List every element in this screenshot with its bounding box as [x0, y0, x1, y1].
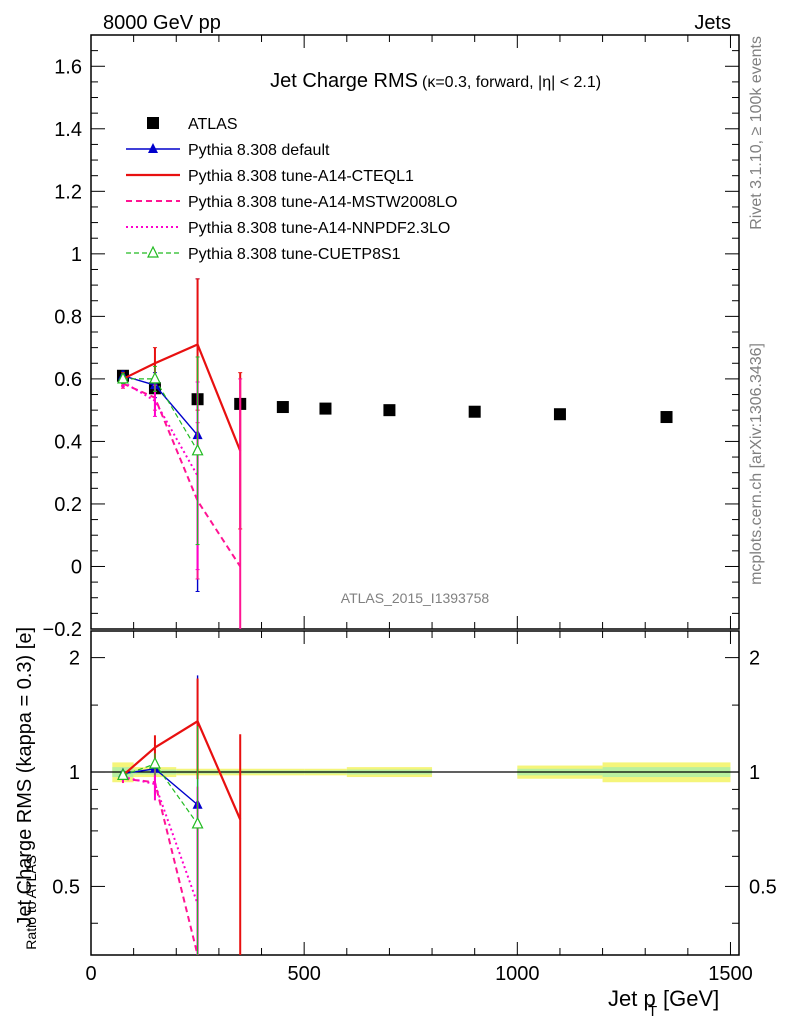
y-axis-title: Jet Charge RMS (kappa = 0.3) [e] — [14, 627, 36, 927]
chart-title: Jet Charge RMS — [270, 70, 418, 92]
legend-item: Pythia 8.308 default — [126, 142, 330, 159]
series-5 — [117, 356, 204, 546]
ratio-y-tick-label-right: 0.5 — [749, 876, 777, 898]
y-tick-label: 0 — [71, 556, 82, 578]
ratio-series-layer — [117, 675, 242, 955]
legend-label: Pythia 8.308 tune-A14-CTEQL1 — [188, 168, 414, 185]
ratio-line — [122, 776, 199, 905]
x-axis-title: Jet p T [GeV] — [608, 986, 719, 1020]
ratio-y-tick-label-right: 1 — [749, 762, 760, 784]
series-2 — [120, 278, 243, 530]
data-point — [117, 371, 129, 384]
x-axis-title-main: Jet p — [608, 986, 656, 1011]
series-0 — [116, 369, 673, 424]
ratio-y-tick-label-right: 2 — [749, 648, 760, 670]
x-axis-title-unit: [GeV] — [663, 986, 719, 1011]
y-tick-label: 0.2 — [54, 494, 82, 516]
legend-label: ATLAS — [188, 116, 238, 133]
y-tick-label: 0.4 — [54, 431, 82, 453]
legend: ATLAS Pythia 8.308 default Pythia 8.308 tu… — [126, 116, 457, 263]
ratio-y-tick-label: 0.5 — [52, 876, 80, 898]
legend-label: Pythia 8.308 default — [188, 142, 330, 159]
y-tick-label: 1.4 — [54, 119, 82, 141]
ratio-uncertainty-band — [91, 762, 739, 783]
y-tick-label: 1 — [71, 244, 82, 266]
data-point — [468, 405, 481, 418]
series-line — [122, 382, 242, 568]
ratio-series-3 — [121, 769, 199, 955]
mcplots-label: mcplots.cern.ch [arXiv:1306.3436] — [748, 343, 765, 585]
energy-label: 8000 GeV pp — [103, 12, 221, 34]
main-series-layer — [116, 278, 673, 629]
data-point — [148, 371, 161, 384]
data-point — [383, 404, 396, 417]
ratio-line — [122, 719, 242, 820]
series-1 — [117, 278, 203, 592]
y-tick-label: 1.2 — [54, 181, 82, 203]
data-point — [147, 117, 159, 129]
x-tick-label: 500 — [287, 963, 320, 985]
data-point — [553, 408, 566, 421]
x-axis-title-sub: T — [648, 1003, 657, 1020]
x-tick-label: 0 — [85, 963, 96, 985]
y-tick-label: 0.8 — [54, 306, 82, 328]
jets-label: Jets — [694, 12, 731, 34]
x-tick-label: 1500 — [708, 963, 753, 985]
ratio-y-axis-title: Ratio to ATLAS — [23, 855, 39, 950]
data-point — [191, 816, 204, 829]
rivet-label: Rivet 3.1.10, ≥ 100k events — [748, 36, 765, 230]
chart-title-suffix: (κ=0.3, forward, |η| < 2.1) — [422, 74, 601, 91]
ratio-y-tick-label: 2 — [69, 648, 80, 670]
ratio-series-0 — [117, 675, 203, 955]
y-tick-label: 0.6 — [54, 369, 82, 391]
series-line — [122, 381, 199, 477]
data-point — [191, 443, 204, 456]
ratio-series-1 — [121, 678, 242, 955]
series-3 — [120, 378, 243, 629]
legend-item: Pythia 8.308 tune-A14-NNPDF2.3LO — [126, 220, 450, 237]
ratio-plot-frame — [90, 630, 740, 956]
data-point — [148, 756, 161, 769]
data-point — [660, 411, 673, 424]
series-line — [122, 343, 242, 452]
axes: 0 500 1000 1500 −0.2 0 0.2 0.4 0.6 0.8 1 1.2 1.4 1.6 0… — [43, 34, 777, 985]
legend-item: ATLAS — [147, 116, 238, 133]
legend-label: Pythia 8.308 tune-A14-MSTW2008LO — [188, 194, 457, 211]
data-point — [147, 245, 159, 258]
x-tick-label: 1000 — [495, 963, 540, 985]
legend-label: Pythia 8.308 tune-CUETP8S1 — [188, 246, 401, 263]
series-4 — [120, 376, 200, 571]
data-point — [319, 402, 332, 415]
legend-label: Pythia 8.308 tune-A14-NNPDF2.3LO — [188, 220, 450, 237]
data-point — [148, 143, 158, 153]
ratio-y-tick-label: 1 — [69, 762, 80, 784]
y-tick-label: −0.2 — [43, 619, 82, 641]
y-tick-label: 1.6 — [54, 56, 82, 78]
analysis-id: ATLAS_2015_I1393758 — [341, 590, 490, 606]
ratio-series-4 — [117, 725, 204, 955]
ratio-line — [122, 777, 199, 955]
data-point — [117, 768, 129, 780]
legend-item: Pythia 8.308 tune-CUETP8S1 — [126, 245, 401, 263]
legend-item: Pythia 8.308 tune-A14-MSTW2008LO — [126, 194, 457, 211]
legend-item: Pythia 8.308 tune-A14-CTEQL1 — [126, 168, 414, 185]
data-point — [276, 401, 289, 414]
series-line — [122, 378, 199, 452]
